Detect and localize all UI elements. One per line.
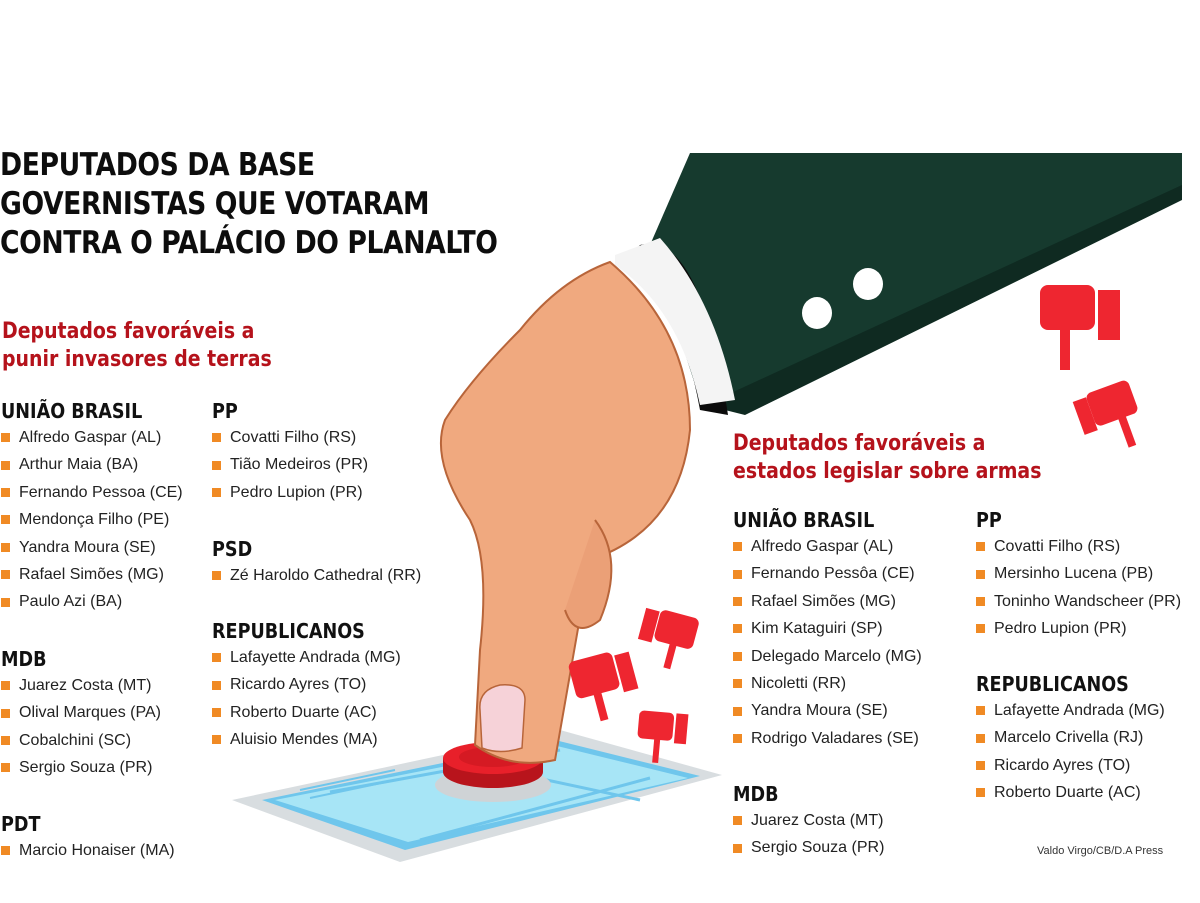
square-bullet-icon <box>1 681 10 691</box>
list-item: Fernando Pessoa (CE) <box>1 479 183 506</box>
square-bullet-icon <box>976 733 985 743</box>
list-item: Alfredo Gaspar (AL) <box>1 424 183 451</box>
square-bullet-icon <box>733 706 742 716</box>
square-bullet-icon <box>976 788 985 798</box>
square-bullet-icon <box>212 571 221 581</box>
list-item: Covatti Filho (RS) <box>212 424 368 451</box>
list-item: Sergio Souza (PR) <box>1 754 161 781</box>
square-bullet-icon <box>733 816 742 826</box>
square-bullet-icon <box>1 708 10 718</box>
page-title: DEPUTADOS DA BASE GOVERNISTAS QUE VOTARA… <box>0 147 498 261</box>
section-heading-state-gun-laws: Deputados favoráveis a estados legislar … <box>733 431 1042 484</box>
square-bullet-icon <box>212 653 221 663</box>
square-bullet-icon <box>212 460 221 470</box>
square-bullet-icon <box>212 433 221 443</box>
thumbs-down-icon <box>1072 380 1138 448</box>
list-item: Ricardo Ayres (TO) <box>976 752 1165 779</box>
hand-icon <box>439 260 692 764</box>
list-item: Roberto Duarte (AC) <box>212 699 401 726</box>
square-bullet-icon <box>733 596 742 606</box>
list-item: Toninho Wandscheer (PR) <box>976 588 1181 615</box>
list-item: Olival Marques (PA) <box>1 699 161 726</box>
square-bullet-icon <box>1 735 10 745</box>
list-item: Lafayette Andrada (MG) <box>976 697 1165 724</box>
list-item: Rafael Simões (MG) <box>733 588 922 615</box>
list-item: Arthur Maia (BA) <box>1 451 183 478</box>
list-item: Rodrigo Valadares (SE) <box>733 725 922 752</box>
list-item: Fernando Pessôa (CE) <box>733 560 922 587</box>
party-group-uniao-brasil-left: UNIÃO BRASIL Alfredo Gaspar (AL) Arthur … <box>1 398 183 616</box>
list-item: Marcio Honaiser (MA) <box>1 837 175 864</box>
list-item: Nicoletti (RR) <box>733 670 922 697</box>
square-bullet-icon <box>1 570 10 580</box>
square-bullet-icon <box>733 843 742 853</box>
square-bullet-icon <box>733 733 742 743</box>
list-item: Kim Kataguiri (SP) <box>733 615 922 642</box>
party-group-pdt-left: PDT Marcio Honaiser (MA) <box>1 811 175 864</box>
list-item: Yandra Moura (SE) <box>1 534 183 561</box>
list-item: Pedro Lupion (PR) <box>212 479 368 506</box>
party-group-uniao-brasil-right: UNIÃO BRASIL Alfredo Gaspar (AL) Fernand… <box>733 507 922 752</box>
square-bullet-icon <box>976 706 985 716</box>
suit-sleeve-icon <box>615 153 1182 415</box>
list-item: Tião Medeiros (PR) <box>212 451 368 478</box>
square-bullet-icon <box>212 487 221 497</box>
square-bullet-icon <box>976 760 985 770</box>
thumbs-down-icon <box>637 710 689 763</box>
list-item: Rafael Simões (MG) <box>1 561 183 588</box>
square-bullet-icon <box>1 515 10 525</box>
list-item: Juarez Costa (MT) <box>1 672 161 699</box>
list-item: Mendonça Filho (PE) <box>1 506 183 533</box>
square-bullet-icon <box>733 624 742 634</box>
list-item: Sergio Souza (PR) <box>733 834 884 861</box>
square-bullet-icon <box>212 680 221 690</box>
list-item: Zé Haroldo Cathedral (RR) <box>212 562 421 589</box>
party-group-republicanos-left: REPUBLICANOS Lafayette Andrada (MG) Rica… <box>212 618 401 754</box>
square-bullet-icon <box>212 735 221 745</box>
list-item: Ricardo Ayres (TO) <box>212 671 401 698</box>
square-bullet-icon <box>733 679 742 689</box>
list-item: Alfredo Gaspar (AL) <box>733 533 922 560</box>
list-item: Marcelo Crivella (RJ) <box>976 724 1165 751</box>
party-group-psd-left: PSD Zé Haroldo Cathedral (RR) <box>212 536 421 589</box>
list-item: Delegado Marcelo (MG) <box>733 643 922 670</box>
image-credit: Valdo Virgo/CB/D.A Press <box>1037 845 1164 857</box>
list-item: Juarez Costa (MT) <box>733 807 884 834</box>
thumbs-down-icon <box>637 607 699 670</box>
square-bullet-icon <box>1 597 10 607</box>
square-bullet-icon <box>733 651 742 661</box>
party-group-mdb-left: MDB Juarez Costa (MT) Olival Marques (PA… <box>1 646 161 782</box>
party-group-pp-right: PP Covatti Filho (RS) Mersinho Lucena (P… <box>976 507 1181 643</box>
party-group-mdb-right: MDB Juarez Costa (MT) Sergio Souza (PR) <box>733 781 884 862</box>
list-item: Aluisio Mendes (MA) <box>212 726 401 753</box>
section-heading-land-invaders: Deputados favoráveis a punir invasores d… <box>2 319 272 372</box>
square-bullet-icon <box>976 569 985 579</box>
thumbs-down-icon <box>1040 285 1120 370</box>
list-item: Pedro Lupion (PR) <box>976 615 1181 642</box>
party-group-republicanos-right: REPUBLICANOS Lafayette Andrada (MG) Marc… <box>976 671 1165 807</box>
list-item: Lafayette Andrada (MG) <box>212 644 401 671</box>
party-group-pp-left: PP Covatti Filho (RS) Tião Medeiros (PR)… <box>212 398 368 506</box>
square-bullet-icon <box>212 707 221 717</box>
square-bullet-icon <box>1 487 10 497</box>
square-bullet-icon <box>1 846 10 856</box>
list-item: Yandra Moura (SE) <box>733 697 922 724</box>
square-bullet-icon <box>976 624 985 634</box>
list-item: Covatti Filho (RS) <box>976 533 1181 560</box>
square-bullet-icon <box>1 460 10 470</box>
list-item: Paulo Azi (BA) <box>1 588 183 615</box>
thumbs-down-icon <box>568 651 639 722</box>
list-item: Roberto Duarte (AC) <box>976 779 1165 806</box>
list-item: Cobalchini (SC) <box>1 727 161 754</box>
square-bullet-icon <box>976 596 985 606</box>
square-bullet-icon <box>1 542 10 552</box>
square-bullet-icon <box>733 569 742 579</box>
list-item: Mersinho Lucena (PB) <box>976 560 1181 587</box>
square-bullet-icon <box>733 542 742 552</box>
square-bullet-icon <box>976 542 985 552</box>
square-bullet-icon <box>1 433 10 443</box>
square-bullet-icon <box>1 763 10 773</box>
